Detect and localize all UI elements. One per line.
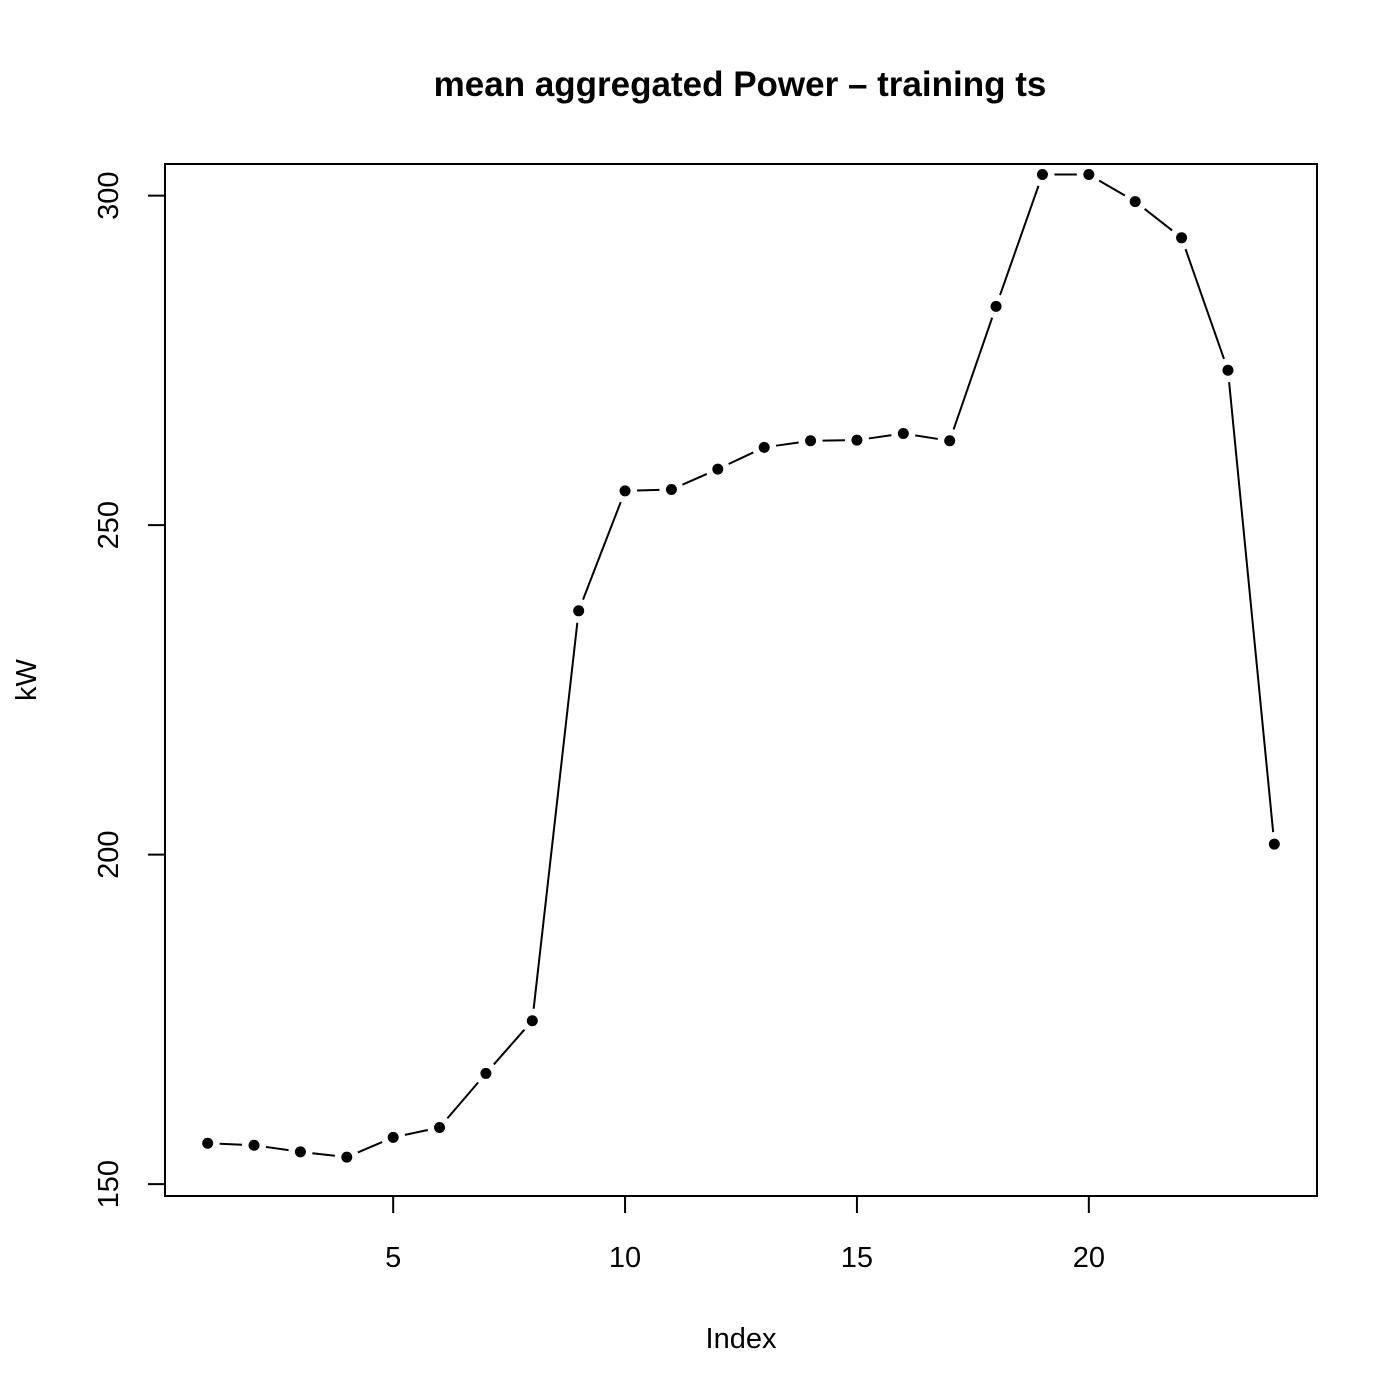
data-point [248, 1139, 260, 1151]
series-segment [775, 441, 799, 447]
series-segment [1184, 248, 1225, 360]
data-point [341, 1151, 353, 1163]
series-segment [265, 1145, 289, 1152]
y-tick-label: 250 [93, 501, 125, 549]
series-segment [682, 473, 708, 486]
data-point [434, 1121, 446, 1133]
series-line-segments [219, 173, 1275, 1157]
series-segment [582, 501, 622, 600]
series-segment [999, 185, 1040, 296]
data-point [897, 428, 909, 440]
data-point [758, 441, 770, 453]
chart-title: mean aggregated Power – training ts [434, 65, 1047, 104]
series-segment [357, 1141, 383, 1154]
series-segment [868, 434, 892, 440]
data-point [480, 1067, 492, 1079]
series-segment [637, 488, 660, 492]
data-point [990, 300, 1002, 312]
data-point [526, 1015, 538, 1027]
series-segment [915, 434, 938, 440]
series-segment [312, 1152, 335, 1157]
series-segment [1228, 382, 1275, 833]
data-point [805, 435, 817, 447]
y-tick-label: 150 [93, 1160, 125, 1208]
x-tick-label: 20 [1073, 1242, 1105, 1274]
data-point [1036, 169, 1048, 181]
data-point [1222, 364, 1234, 376]
y-axis: 150 200 250 300 [93, 171, 166, 1208]
data-point [294, 1146, 306, 1158]
data-point [665, 484, 677, 496]
data-point [1176, 232, 1188, 244]
y-tick-label: 300 [93, 171, 125, 219]
data-point [202, 1137, 214, 1149]
series-segment [952, 317, 994, 430]
data-point [1083, 169, 1095, 181]
series-segment [1144, 208, 1173, 232]
series-segment [446, 1081, 479, 1120]
x-axis: 5 10 15 20 [385, 1195, 1105, 1274]
series-segment [1098, 179, 1126, 197]
series-segment [493, 1029, 526, 1066]
data-point [573, 605, 585, 617]
data-point [387, 1131, 399, 1143]
series-segment [728, 451, 754, 465]
x-tick-label: 15 [841, 1242, 873, 1274]
data-point [1268, 838, 1280, 850]
series-segment [404, 1128, 429, 1136]
x-tick-label: 5 [385, 1242, 401, 1274]
series-segment [532, 622, 579, 1009]
data-point [712, 463, 724, 475]
y-axis-label: kW [11, 658, 43, 701]
data-point [944, 435, 956, 447]
data-point [1129, 196, 1141, 208]
data-point [851, 434, 863, 446]
series-segment [219, 1142, 243, 1146]
data-point [619, 485, 631, 497]
series-points [202, 169, 1280, 1163]
y-tick-label: 200 [93, 830, 125, 878]
x-tick-label: 10 [609, 1242, 641, 1274]
x-axis-label: Index [706, 1323, 777, 1355]
